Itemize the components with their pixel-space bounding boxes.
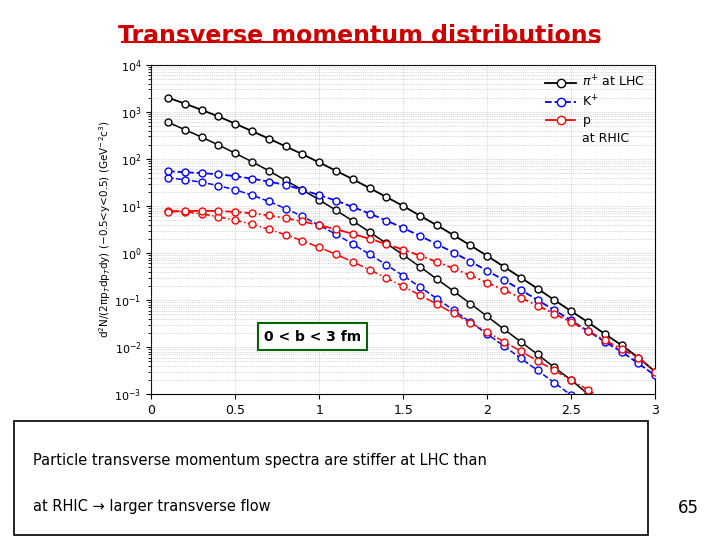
FancyBboxPatch shape — [14, 421, 648, 535]
X-axis label: p$_{T}$ (GeV/c): p$_{T}$ (GeV/c) — [367, 422, 439, 441]
Y-axis label: d$^{2}$N/(2πp$_{T}$dp$_{T}$dy) (−0.5<y<0.5) (GeV$^{-2}$c$^{3}$): d$^{2}$N/(2πp$_{T}$dp$_{T}$dy) (−0.5<y<0… — [97, 120, 113, 339]
Text: 65: 65 — [678, 498, 698, 517]
Text: Transverse momentum distributions: Transverse momentum distributions — [118, 24, 602, 48]
Text: Particle transverse momentum spectra are stiffer at LHC than: Particle transverse momentum spectra are… — [33, 454, 487, 468]
Text: at RHIC → larger transverse flow: at RHIC → larger transverse flow — [33, 499, 271, 514]
Text: 0 < b < 3 fm: 0 < b < 3 fm — [264, 329, 361, 343]
Legend: $\pi^{+}$ at LHC, K$^{+}$, p, at RHIC: $\pi^{+}$ at LHC, K$^{+}$, p, at RHIC — [541, 71, 649, 148]
